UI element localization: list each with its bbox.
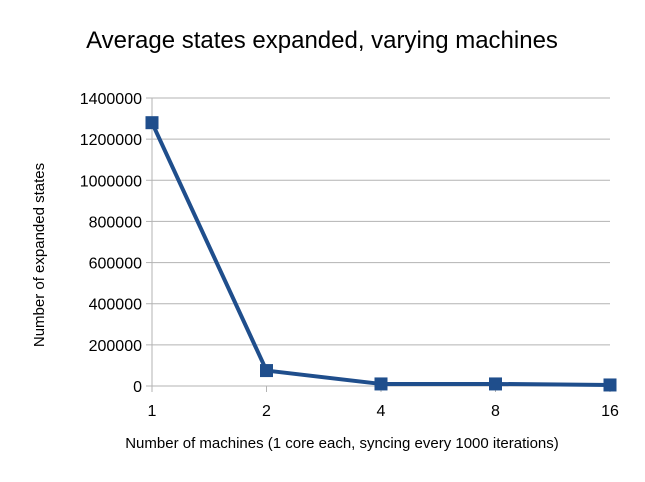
y-axis-label: Number of expanded states bbox=[31, 163, 48, 347]
y-tick-label: 1200000 bbox=[80, 132, 142, 149]
y-tick-labels: 0 200000 400000 600000 800000 1000000 1200000 1… bbox=[80, 91, 142, 396]
data-point bbox=[374, 377, 388, 391]
y-tick-label: 1400000 bbox=[80, 91, 142, 108]
data-point bbox=[489, 377, 502, 391]
x-tick-labels: 1 2 4 8 16 bbox=[148, 403, 619, 420]
y-tick-label: 600000 bbox=[89, 256, 142, 273]
x-tick-label: 2 bbox=[262, 403, 271, 420]
x-tick-label: 1 bbox=[148, 403, 157, 420]
markers bbox=[145, 116, 617, 392]
data-point bbox=[145, 116, 159, 130]
series bbox=[150, 120, 612, 387]
x-axis-label: Number of machines (1 core each, syncing… bbox=[125, 435, 559, 452]
chart-title: Average states expanded, varying machine… bbox=[86, 27, 558, 54]
x-tick-label: 4 bbox=[377, 403, 386, 420]
gridlines bbox=[152, 97, 610, 346]
series-line bbox=[150, 120, 612, 387]
data-point bbox=[603, 378, 617, 392]
y-tick-label: 1000000 bbox=[80, 173, 142, 190]
y-tick-label: 200000 bbox=[89, 338, 142, 355]
y-tick-label: 400000 bbox=[89, 297, 142, 314]
y-tick-label: 0 bbox=[133, 379, 142, 396]
y-tick-label: 800000 bbox=[89, 214, 142, 231]
x-tick-label: 8 bbox=[491, 403, 500, 420]
axes bbox=[146, 97, 611, 392]
data-point bbox=[260, 364, 273, 378]
x-tick-label: 16 bbox=[601, 403, 619, 420]
